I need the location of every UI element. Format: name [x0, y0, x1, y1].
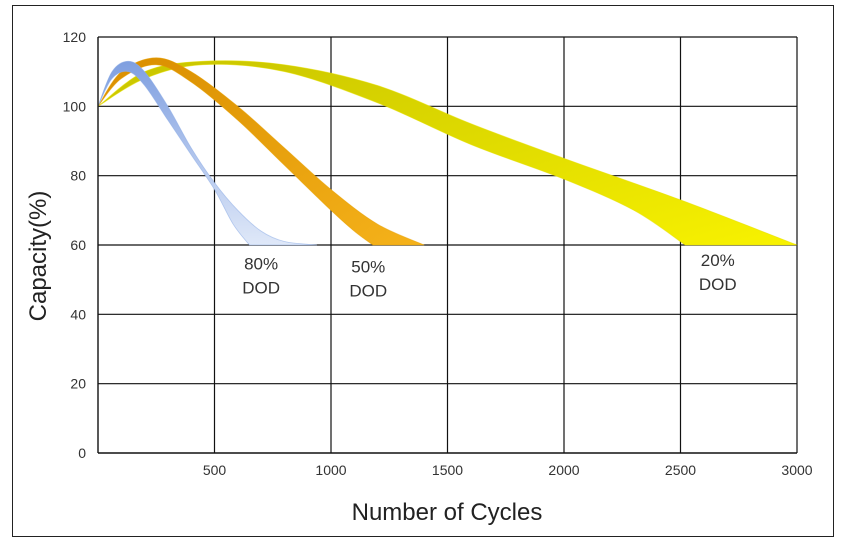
x-tick-label: 1000 — [315, 462, 346, 478]
series-area-50-dod — [97, 57, 425, 246]
grid — [98, 36, 798, 453]
annotations: 80% DOD 50% DOD 20% DOD — [242, 251, 736, 301]
x-tick-labels: 500 1000 1500 2000 2500 3000 — [203, 462, 813, 478]
x-axis-title: Number of Cycles — [352, 499, 543, 526]
series-annotation: 80% DOD — [242, 254, 280, 297]
series-area-20-dod — [97, 60, 798, 246]
y-tick-label: 0 — [78, 445, 86, 461]
x-tick-label: 2000 — [548, 462, 579, 478]
x-tick-label: 2500 — [665, 462, 696, 478]
y-tick-label: 80 — [70, 168, 86, 184]
y-axis-title: Capacity(%) — [25, 191, 52, 322]
chart-frame — [12, 5, 834, 537]
series-annotation: 50% DOD — [349, 258, 387, 301]
y-tick-label: 20 — [70, 376, 86, 392]
y-tick-label: 60 — [70, 237, 86, 253]
axes — [97, 37, 797, 454]
series-annotation: 20% DOD — [699, 251, 737, 294]
series-areas — [97, 57, 798, 246]
y-tick-label: 100 — [63, 98, 87, 114]
y-tick-label: 120 — [63, 29, 87, 45]
x-tick-label: 3000 — [781, 462, 812, 478]
x-tick-label: 1500 — [432, 462, 463, 478]
series-area-80-dod — [97, 60, 318, 246]
y-tick-label: 40 — [70, 306, 86, 322]
x-tick-label: 500 — [203, 462, 227, 478]
y-tick-labels: 0 20 40 60 80 100 120 — [63, 29, 87, 461]
